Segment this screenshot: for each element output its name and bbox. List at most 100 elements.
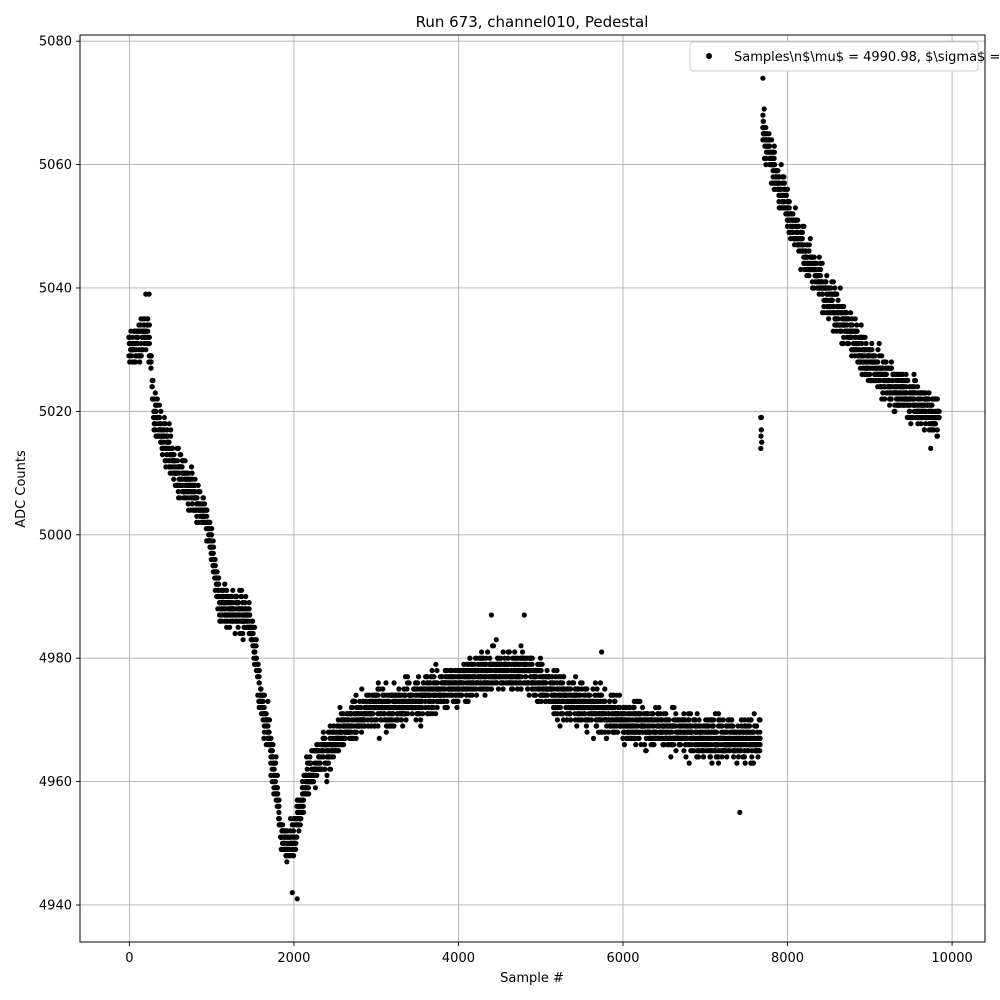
data-point [869,347,875,353]
data-point [583,723,590,729]
data-point [500,686,506,692]
data-point [276,797,282,803]
data-point [532,674,539,680]
data-point [431,674,437,680]
data-point [696,754,702,760]
data-point [276,809,282,816]
legend-box [689,41,979,72]
x-tick-label: 0 [125,951,133,966]
data-point [715,754,721,760]
data-point [255,661,261,667]
data-point [631,704,637,711]
data-point [429,667,435,674]
data-point [128,353,135,359]
data-point [719,723,725,729]
data-point [715,760,722,766]
data-point [887,402,893,408]
data-point [929,402,935,408]
data-point [454,704,460,711]
data-point [212,556,218,563]
data-point [806,248,812,254]
chart-title: Run 673, channel010, Pedestal [416,13,649,31]
data-point [903,390,909,396]
x-axis-ticks: 0 2000 4000 6000 8000 10000 [125,942,973,966]
data-point [564,717,570,723]
data-point [493,637,499,643]
data-point [587,692,593,698]
y-tick-label: 5040 [39,281,72,296]
data-point [193,495,200,501]
data-point [823,279,829,285]
data-point [742,754,748,760]
data-point [273,760,279,766]
data-point [512,649,518,655]
data-point [633,742,639,748]
data-point-extreme [928,445,934,451]
data-point [249,618,256,624]
data-point [922,421,929,427]
legend: Samples\n$\mu$ = 4990.98, $\sigma$ = 30.… [689,41,1000,72]
data-point [148,353,154,359]
data-point [573,674,579,680]
data-point [921,427,928,433]
data-point [153,408,159,414]
data-point [811,254,817,260]
data-point [434,680,440,686]
plot-area-frame [79,34,986,943]
data-point [256,674,262,680]
data-point [235,624,241,630]
data-point [240,637,246,643]
data-point [479,649,485,655]
data-point [394,717,401,723]
data-point-extreme [760,75,766,81]
data-point [592,680,599,686]
data-point [931,427,937,433]
data-point [210,550,216,556]
data-point [272,779,279,785]
data-point [342,735,348,742]
data-point [375,692,381,698]
data-point [567,711,573,717]
data-point [137,353,144,359]
data-point [149,377,155,384]
data-point [854,322,860,328]
data-point [280,822,286,828]
data-point [482,692,488,698]
data-point [549,674,555,680]
data-point [350,704,356,711]
data-point [146,340,152,347]
data-point [749,754,755,760]
data-point [391,723,397,729]
data-point [415,680,421,686]
data-point [327,766,334,772]
data-point [872,353,878,359]
data-point [681,748,687,754]
data-point [405,711,411,717]
data-point [771,149,778,155]
data-point [214,569,220,575]
data-point [766,131,772,137]
x-tick-label: 4000 [442,951,475,966]
data-point [539,661,545,667]
data-point [253,643,259,649]
data-point [529,655,535,661]
data-point [571,680,577,686]
data-point [663,711,669,717]
data-point [763,162,769,168]
data-point [798,266,804,273]
data-point [469,692,475,698]
data-point [537,655,544,661]
data-point [252,624,258,630]
data-point [616,692,623,698]
data-point [420,680,427,686]
data-point [204,513,210,519]
data-point [293,840,299,846]
data-point [375,680,381,686]
data-point [755,754,761,760]
data-point [210,538,216,544]
data-point [912,377,919,384]
data-point [398,717,404,723]
data-point [261,735,267,742]
data-point [489,643,496,649]
data-point [274,785,281,791]
